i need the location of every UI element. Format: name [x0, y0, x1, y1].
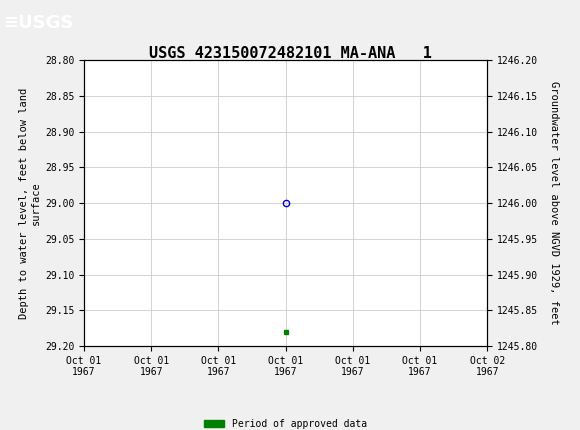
Y-axis label: Depth to water level, feet below land
surface: Depth to water level, feet below land su…	[19, 88, 41, 319]
Text: ≡USGS: ≡USGS	[3, 14, 74, 31]
Legend: Period of approved data: Period of approved data	[201, 415, 371, 430]
Text: USGS 423150072482101 MA-ANA   1: USGS 423150072482101 MA-ANA 1	[148, 46, 432, 61]
Y-axis label: Groundwater level above NGVD 1929, feet: Groundwater level above NGVD 1929, feet	[549, 81, 559, 325]
